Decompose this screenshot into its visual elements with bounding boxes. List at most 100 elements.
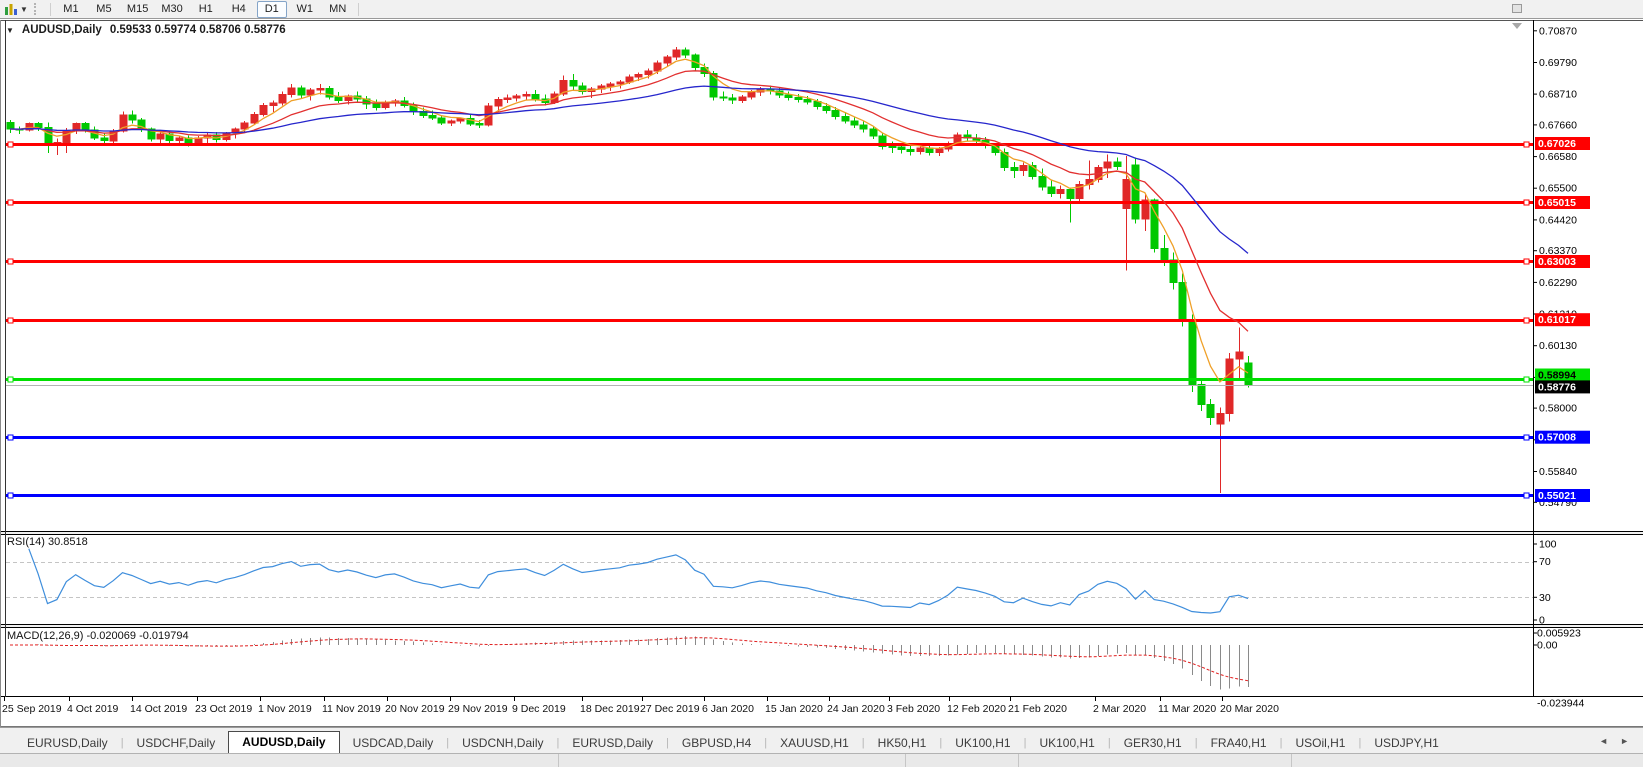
tab-separator: |: [556, 737, 560, 749]
tab-separator: |: [1358, 737, 1362, 749]
timeframe-button-H1[interactable]: H1: [198, 2, 213, 15]
svg-text:23 Oct 2019: 23 Oct 2019: [195, 703, 252, 715]
chart-tab-EURUSD-Daily[interactable]: EURUSD,Daily: [572, 736, 654, 750]
line-handle: [7, 317, 14, 324]
panel-splitter[interactable]: [0, 624, 1643, 628]
line-handle: [1523, 141, 1530, 148]
price-badge: 0.55021: [1535, 489, 1590, 502]
toolbar-separator: [49, 2, 51, 16]
chart-tab-AUDUSD-Daily[interactable]: AUDUSD,Daily: [228, 731, 340, 753]
line-handle: [1523, 434, 1530, 441]
svg-text:3 Feb 2020: 3 Feb 2020: [887, 703, 940, 715]
price-badge: 0.61017: [1535, 313, 1590, 327]
timeframe-button-M30[interactable]: M30: [161, 2, 183, 15]
timeframe-button-M1[interactable]: M1: [63, 2, 79, 15]
chart-tab-UK100-H1[interactable]: UK100,H1: [955, 736, 1011, 750]
svg-text:0.64420: 0.64420: [1539, 214, 1577, 226]
svg-text:11 Nov 2019: 11 Nov 2019: [322, 703, 381, 715]
svg-text:0.58776: 0.58776: [1538, 381, 1576, 393]
chart-tab-XAUUSD-H1[interactable]: XAUUSD,H1: [780, 736, 849, 750]
svg-text:1 Nov 2019: 1 Nov 2019: [258, 703, 312, 715]
svg-text:0.00: 0.00: [1537, 640, 1558, 652]
tab-separator: |: [1107, 737, 1111, 749]
svg-text:4 Oct 2019: 4 Oct 2019: [67, 703, 119, 715]
timeframe-button-MN[interactable]: MN: [329, 2, 347, 15]
chart-tab-FRA40-H1[interactable]: FRA40,H1: [1210, 736, 1267, 750]
line-handle: [7, 258, 14, 265]
panel-splitter[interactable]: [0, 531, 1643, 535]
chart-shift-marker: [1512, 23, 1522, 29]
chart-tab-USDJPY-H1[interactable]: USDJPY,H1: [1374, 736, 1439, 750]
tab-scroll-right-icon[interactable]: ►: [1620, 735, 1629, 746]
timeframe-buttons: M1 M5 M15 M30 H1 H4 D1 W1 MN: [56, 0, 353, 18]
window-restore-icon[interactable]: [1512, 4, 1522, 13]
line-handle: [7, 434, 14, 441]
line-handle: [7, 376, 14, 383]
moving-average-line: [9, 85, 1249, 254]
svg-text:0.005923: 0.005923: [1537, 628, 1581, 640]
timeframe-button-M15[interactable]: M15: [126, 2, 149, 15]
svg-text:12 Feb 2020: 12 Feb 2020: [947, 703, 1006, 715]
status-bar: [0, 753, 1643, 767]
svg-text:11 Mar 2020: 11 Mar 2020: [1158, 703, 1216, 715]
svg-text:0.63370: 0.63370: [1539, 245, 1577, 257]
chart-tab-GER30-H1[interactable]: GER30,H1: [1123, 736, 1182, 750]
chart-tab-USDCNH-Daily[interactable]: USDCNH,Daily: [462, 736, 544, 750]
tab-separator: |: [1279, 737, 1283, 749]
tab-scroll-left-icon[interactable]: ◄: [1599, 735, 1609, 746]
price-chart-canvas[interactable]: 0.70870 0.69790 0.68710 0.67660 0.66580 0.655…: [0, 20, 1643, 727]
line-handle: [7, 141, 14, 148]
svg-text:20 Nov 2019: 20 Nov 2019: [385, 703, 445, 715]
chart-tab-GBPUSD-H4[interactable]: GBPUSD,H4: [681, 736, 752, 750]
moving-average-line: [9, 58, 1249, 383]
svg-text:0.66580: 0.66580: [1539, 151, 1577, 163]
svg-text:0.60130: 0.60130: [1539, 340, 1577, 352]
status-panel: [1019, 754, 1292, 767]
price-badge: 0.58776: [1535, 380, 1590, 394]
svg-text:70: 70: [1539, 556, 1551, 568]
price-badge: 0.58994: [1535, 368, 1590, 382]
tab-separator: |: [861, 737, 865, 749]
chart-tab-USDCAD-Daily[interactable]: USDCAD,Daily: [352, 736, 434, 750]
svg-text:0.58000: 0.58000: [1539, 403, 1577, 415]
moving-average-line: [9, 70, 1249, 332]
line-handle: [1523, 376, 1530, 383]
timeframe-button-D1[interactable]: D1: [256, 0, 287, 18]
chart-tab-EURUSD-Daily[interactable]: EURUSD,Daily: [27, 736, 108, 750]
svg-text:15 Jan 2020: 15 Jan 2020: [765, 703, 823, 715]
svg-text:0.69790: 0.69790: [1539, 57, 1577, 69]
svg-text:0.67660: 0.67660: [1539, 119, 1577, 131]
timeframe-button-H4[interactable]: H4: [231, 2, 246, 15]
price-badge: 0.67026: [1535, 137, 1590, 150]
line-handle: [7, 492, 14, 499]
tab-separator: |: [666, 737, 669, 749]
chart-tab-HK50-H1[interactable]: HK50,H1: [877, 736, 927, 750]
price-badge: 0.63003: [1535, 255, 1590, 268]
status-panel: [559, 754, 906, 767]
svg-text:0.65500: 0.65500: [1539, 183, 1577, 195]
svg-text:0.67026: 0.67026: [1538, 138, 1576, 150]
time-axis[interactable]: 25 Sep 2019 4 Oct 2019 14 Oct 2019 23 Oct 2…: [2, 697, 1279, 715]
svg-text:25 Sep 2019: 25 Sep 2019: [2, 703, 62, 715]
svg-text:0.55840: 0.55840: [1539, 466, 1577, 478]
candlestick-series: [6, 46, 1253, 494]
chart-tab-USOil-H1[interactable]: USOil,H1: [1295, 736, 1346, 750]
svg-text:6 Jan 2020: 6 Jan 2020: [702, 703, 754, 715]
chart-type-dropdown-icon[interactable]: ▼: [20, 4, 28, 14]
chart-tab-USDCHF-Daily[interactable]: USDCHF,Daily: [136, 736, 216, 750]
price-badge: 0.57008: [1535, 430, 1590, 444]
chart-type-icon[interactable]: [4, 3, 18, 16]
timeframe-toolbar: ▼ M1 M5 M15 M30 H1 H4 D1 W1 MN: [0, 0, 1643, 19]
chart-tabs: EURUSD,Daily | USDCHF,Daily AUDUSD,Daily USD…: [0, 731, 1452, 753]
tab-separator: |: [446, 737, 450, 749]
timeframe-button-M5[interactable]: M5: [96, 2, 112, 15]
toolbar-grip: [33, 3, 39, 15]
chart-tab-UK100-H1[interactable]: UK100,H1: [1039, 736, 1095, 750]
svg-text:0.63003: 0.63003: [1538, 256, 1576, 268]
line-handle: [1523, 317, 1530, 324]
svg-text:9 Dec 2019: 9 Dec 2019: [512, 703, 566, 715]
status-panel: [906, 754, 1019, 767]
svg-text:0.70870: 0.70870: [1539, 25, 1577, 37]
timeframe-button-W1[interactable]: W1: [296, 2, 313, 15]
status-panel: [0, 754, 559, 767]
